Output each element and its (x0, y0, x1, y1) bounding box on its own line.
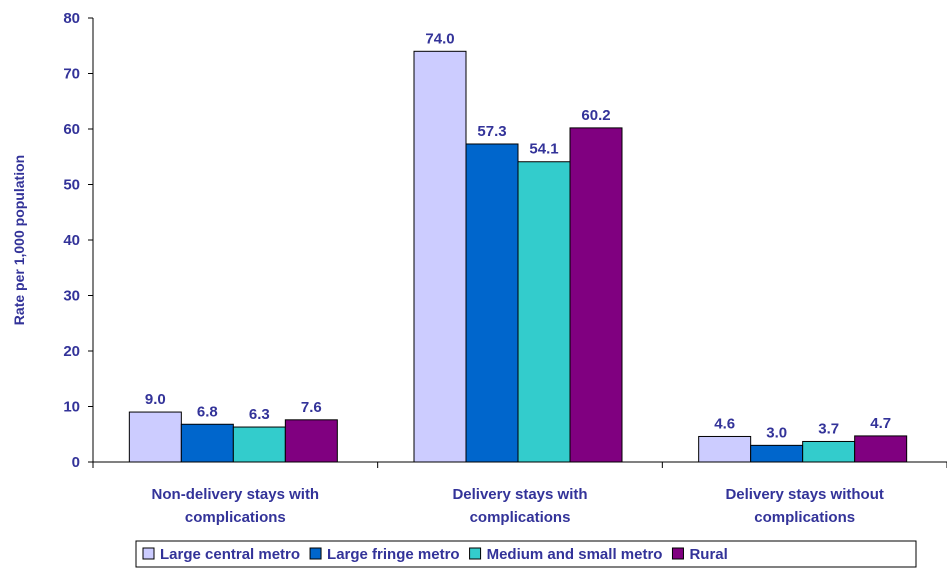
y-tick-label: 50 (63, 177, 80, 194)
x-tick-label: Non-delivery stays with (152, 486, 320, 503)
y-tick-label: 80 (63, 10, 80, 27)
data-label: 4.6 (714, 415, 735, 432)
data-label: 4.7 (870, 415, 891, 432)
bar (802, 440, 856, 463)
legend-swatch (142, 547, 155, 560)
bar (750, 444, 804, 463)
x-tick-label: complications (754, 509, 855, 526)
y-tick-label: 30 (63, 288, 80, 305)
x-tick-label: complications (470, 509, 571, 526)
axes: 0 10 20 30 40 50 60 70 80 Rate per 1,000 populati… (11, 10, 947, 526)
y-tick-label: 10 (63, 399, 80, 416)
data-label: 57.3 (477, 123, 506, 140)
bar (284, 419, 338, 463)
y-tick-label: 20 (63, 343, 80, 360)
legend-label: Large fringe metro (327, 546, 460, 563)
legend-swatch (671, 547, 684, 560)
bar (698, 435, 752, 463)
data-labels: 9.0 6.8 6.3 7.6 74.0 57.3 54.1 60.2 4.6 3.0 3.7 4.7 (145, 30, 891, 441)
legend: Large central metro Large fringe metro Med… (135, 540, 917, 568)
y-tick-label: 0 (72, 454, 80, 471)
legend-swatch (309, 547, 322, 560)
bar (413, 50, 467, 463)
x-tick-label: Delivery stays without (725, 486, 883, 503)
x-tick-label: Delivery stays with (452, 486, 587, 503)
bar (180, 423, 234, 463)
data-label: 7.6 (301, 399, 322, 416)
data-label: 6.8 (197, 403, 218, 420)
bar (569, 127, 623, 463)
legend-label: Rural (689, 546, 727, 563)
bar (232, 426, 286, 463)
data-label: 3.7 (818, 420, 839, 437)
data-label: 74.0 (425, 30, 454, 47)
y-tick-label: 70 (63, 66, 80, 83)
data-label: 9.0 (145, 391, 166, 408)
bars (128, 50, 908, 463)
bar (128, 411, 182, 463)
legend-label: Large central metro (160, 546, 300, 563)
data-label: 3.0 (766, 424, 787, 441)
bar (854, 435, 908, 463)
data-label: 6.3 (249, 406, 270, 423)
data-label: 60.2 (581, 107, 610, 124)
x-tick-label: complications (185, 509, 286, 526)
bar (465, 143, 519, 463)
legend-swatch (469, 547, 482, 560)
legend-label: Medium and small metro (487, 546, 663, 563)
legend-box (135, 540, 917, 568)
y-axis-title: Rate per 1,000 population (11, 155, 27, 325)
bar (517, 161, 571, 463)
y-tick-label: 40 (63, 232, 80, 249)
data-label: 54.1 (529, 141, 558, 158)
y-tick-label: 60 (63, 121, 80, 138)
